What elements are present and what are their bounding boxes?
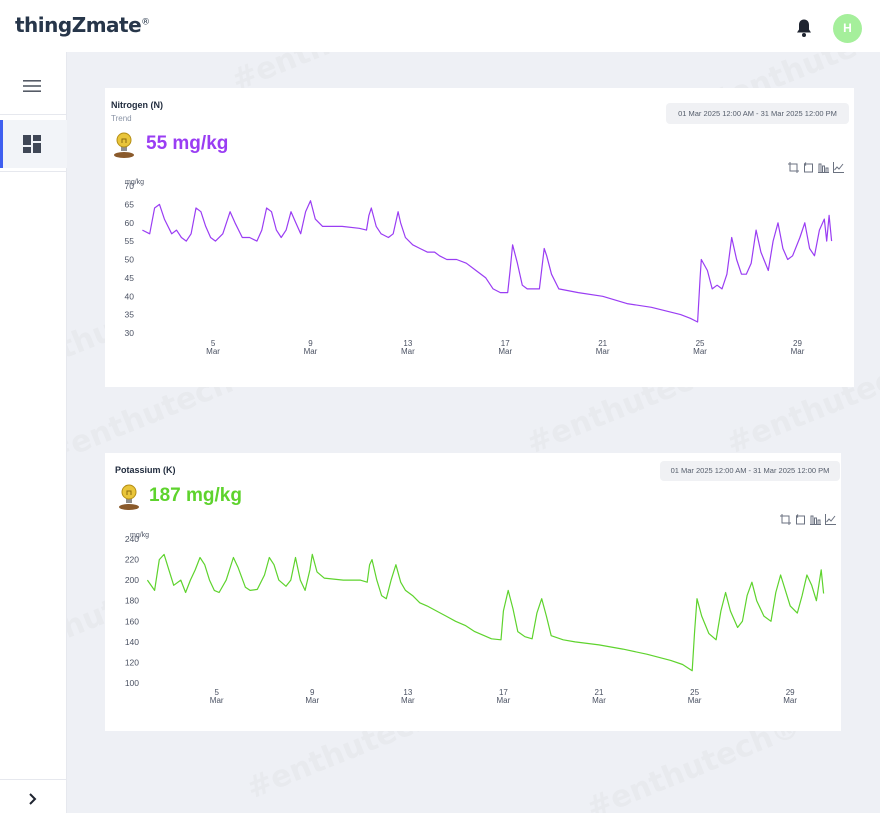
zoom-reset-icon[interactable] xyxy=(803,160,814,173)
x-tick-label: 13 xyxy=(403,339,412,348)
sidebar-item-dashboard[interactable] xyxy=(0,120,67,168)
y-tick-label: 65 xyxy=(125,199,135,209)
active-indicator xyxy=(0,120,3,168)
x-tick-label: 17 xyxy=(499,688,508,697)
y-tick-label: 160 xyxy=(125,616,139,626)
notifications-bell-icon[interactable] xyxy=(795,18,813,38)
sidebar-divider xyxy=(0,779,67,780)
y-tick-label: 45 xyxy=(125,273,135,283)
x-tick-label: 21 xyxy=(598,339,607,348)
y-tick-label: 180 xyxy=(125,596,139,606)
y-tick-label: 55 xyxy=(125,236,135,246)
x-tick-label: 5 xyxy=(214,688,219,697)
x-tick-label: 13 xyxy=(403,688,412,697)
line-chart-icon[interactable] xyxy=(833,160,844,173)
x-tick-month-label: Mar xyxy=(401,696,415,705)
sidebar-divider xyxy=(0,171,67,172)
x-tick-label: 21 xyxy=(595,688,604,697)
y-axis-unit-label: mg/kg xyxy=(130,532,149,539)
dashboard-icon xyxy=(23,135,41,153)
bar-chart-icon[interactable] xyxy=(818,160,829,173)
zoom-reset-icon[interactable] xyxy=(795,512,806,525)
x-tick-label: 29 xyxy=(793,339,802,348)
x-tick-month-label: Mar xyxy=(791,347,805,356)
hamburger-menu-icon xyxy=(23,80,41,92)
bulb-soil-icon xyxy=(113,130,135,158)
potassium-trend-chart: 100120140160180200220240mg/kg5Mar9Mar13M… xyxy=(125,532,825,705)
x-tick-label: 9 xyxy=(308,339,313,348)
x-tick-month-label: Mar xyxy=(498,347,512,356)
potassium-widget: Potassium (K) 01 Mar 2025 12:00 AM - 31 … xyxy=(105,453,841,731)
y-tick-label: 120 xyxy=(125,657,139,667)
y-tick-label: 200 xyxy=(125,575,139,585)
series-line xyxy=(146,553,825,672)
y-axis-unit-label: mg/kg xyxy=(125,179,144,186)
y-tick-label: 240 xyxy=(125,534,139,544)
zoom-icon[interactable] xyxy=(780,512,791,525)
x-tick-month-label: Mar xyxy=(596,347,610,356)
x-tick-month-label: Mar xyxy=(688,696,702,705)
y-tick-label: 100 xyxy=(125,678,139,688)
widget-title: Nitrogen (N) xyxy=(111,100,163,110)
chevron-right-icon xyxy=(29,793,37,805)
y-tick-label: 70 xyxy=(125,181,135,191)
x-tick-label: 9 xyxy=(310,688,315,697)
brand-logo[interactable]: thingZmate® xyxy=(15,13,150,37)
y-tick-label: 30 xyxy=(125,328,135,338)
x-tick-month-label: Mar xyxy=(304,347,318,356)
y-tick-label: 35 xyxy=(125,310,135,320)
x-tick-month-label: Mar xyxy=(693,347,707,356)
top-bar: thingZmate® H xyxy=(0,0,880,52)
x-tick-month-label: Mar xyxy=(401,347,415,356)
expand-sidebar-button[interactable] xyxy=(20,789,46,809)
bar-chart-icon[interactable] xyxy=(810,512,821,525)
menu-toggle-button[interactable] xyxy=(0,66,67,106)
x-tick-month-label: Mar xyxy=(497,696,511,705)
x-tick-month-label: Mar xyxy=(592,696,606,705)
chart-toolbar xyxy=(788,160,844,173)
y-tick-label: 40 xyxy=(125,291,135,301)
widget-subtitle: Trend xyxy=(111,114,132,123)
x-tick-label: 17 xyxy=(501,339,510,348)
user-avatar[interactable]: H xyxy=(833,14,862,43)
widget-title: Potassium (K) xyxy=(115,465,176,475)
sidebar xyxy=(0,52,67,813)
y-tick-label: 60 xyxy=(125,218,135,228)
x-tick-month-label: Mar xyxy=(305,696,319,705)
nitrogen-trend-chart: 303540455055606570mg/kg5Mar9Mar13Mar17Ma… xyxy=(125,179,833,356)
x-tick-label: 29 xyxy=(786,688,795,697)
x-tick-label: 5 xyxy=(211,339,216,348)
x-tick-month-label: Mar xyxy=(210,696,224,705)
date-range-badge[interactable]: 01 Mar 2025 12:00 AM - 31 Mar 2025 12:00… xyxy=(666,103,849,124)
y-tick-label: 220 xyxy=(125,555,139,565)
y-tick-label: 50 xyxy=(125,255,135,265)
chart-toolbar xyxy=(780,512,836,525)
current-value: 55 mg/kg xyxy=(146,133,229,154)
x-tick-label: 25 xyxy=(696,339,705,348)
x-tick-month-label: Mar xyxy=(783,696,797,705)
current-value: 187 mg/kg xyxy=(149,485,242,506)
zoom-icon[interactable] xyxy=(788,160,799,173)
bulb-soil-icon xyxy=(118,482,140,510)
series-line xyxy=(142,200,833,323)
nitrogen-widget: Nitrogen (N) Trend 01 Mar 2025 12:00 AM … xyxy=(105,88,854,387)
line-chart-icon[interactable] xyxy=(825,512,836,525)
y-tick-label: 140 xyxy=(125,637,139,647)
x-tick-label: 25 xyxy=(690,688,699,697)
x-tick-month-label: Mar xyxy=(206,347,220,356)
sidebar-divider xyxy=(0,114,67,115)
date-range-badge[interactable]: 01 Mar 2025 12:00 AM - 31 Mar 2025 12:00… xyxy=(660,461,840,481)
